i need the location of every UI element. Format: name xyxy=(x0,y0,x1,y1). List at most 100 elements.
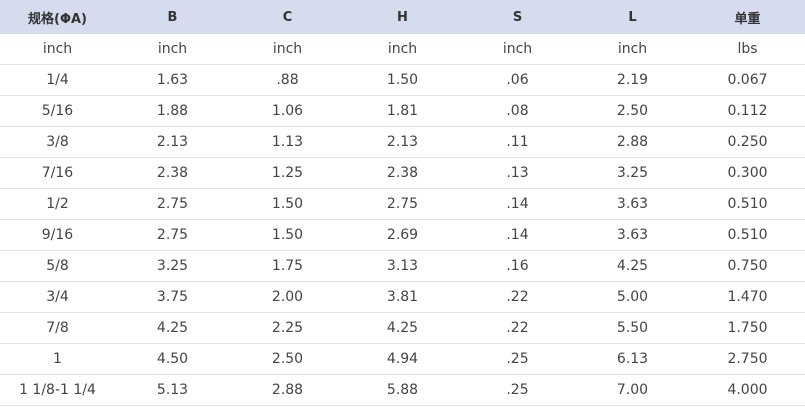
table-cell: 2.750 xyxy=(690,343,805,375)
table-cell: 5.50 xyxy=(575,312,690,344)
header-row: 规格(ΦA) B C H S L 单重 xyxy=(0,0,805,34)
table-cell: 0.250 xyxy=(690,126,805,158)
table-row: 5/16 1.88 1.06 1.81.08 2.50 0.112 xyxy=(0,95,805,127)
unit-cell: lbs xyxy=(737,41,758,57)
table-cell: 3.63 xyxy=(575,219,690,251)
table-cell: .14 xyxy=(460,188,575,220)
table-cell: 3.25 xyxy=(115,250,230,282)
header-l: L xyxy=(575,0,690,34)
table-row: 7/16 2.38 1.25 2.38.13 3.25 0.300 xyxy=(0,157,805,189)
unit-cell: inch xyxy=(387,41,418,57)
table-cell: 1.75 xyxy=(230,250,345,282)
table-row: 3/8 2.13 1.13 2.13.11 2.88 0.250 xyxy=(0,126,805,158)
header-b: B xyxy=(115,0,230,34)
table-cell: 0.510 xyxy=(690,188,805,220)
table-cell: 1.25 xyxy=(230,157,345,189)
table-cell: 4.50 xyxy=(115,343,230,375)
table-row: 1/4 1.63.88 1.50.06 2.19 0.067 xyxy=(0,64,805,96)
table-cell: 1 xyxy=(0,343,115,375)
table-cell: 3.75 xyxy=(115,281,230,313)
table-cell: 2.25 xyxy=(230,312,345,344)
table-cell: 6.13 xyxy=(575,343,690,375)
unit-cell: inch xyxy=(157,41,188,57)
table-cell: 5.00 xyxy=(575,281,690,313)
unit-cell: inch xyxy=(617,41,648,57)
table-cell: 2.13 xyxy=(115,126,230,158)
table-cell: .88 xyxy=(230,64,345,96)
table-cell: 7.00 xyxy=(575,374,690,406)
table-cell: .06 xyxy=(460,64,575,96)
table-cell: 1.50 xyxy=(230,188,345,220)
table-cell: 4.94 xyxy=(345,343,460,375)
table-cell: 2.50 xyxy=(230,343,345,375)
table-cell: .08 xyxy=(460,95,575,127)
table-cell: 9/16 xyxy=(0,219,115,251)
table-cell: 2.75 xyxy=(115,219,230,251)
units-row: inch inch inch inch inch inch lbs xyxy=(0,34,805,65)
table-cell: 3/8 xyxy=(0,126,115,158)
table-cell: 4.25 xyxy=(575,250,690,282)
table-cell: 4.000 xyxy=(690,374,805,406)
table-cell: 1/4 xyxy=(0,64,115,96)
header-s: S xyxy=(460,0,575,34)
table-row: 1 1/8-1 1/4 5.13 2.88 5.88.25 7.00 4.000 xyxy=(0,374,805,406)
table-cell: 1.470 xyxy=(690,281,805,313)
table-row: 1 4.50 2.50 4.94.25 6.13 2.750 xyxy=(0,343,805,375)
table-cell: .16 xyxy=(460,250,575,282)
header-weight: 单重 xyxy=(690,0,805,34)
table-cell: 2.38 xyxy=(115,157,230,189)
table-cell: .13 xyxy=(460,157,575,189)
table-cell: 2.69 xyxy=(345,219,460,251)
table-cell: 1.06 xyxy=(230,95,345,127)
table-cell: 2.13 xyxy=(345,126,460,158)
table-cell: 7/8 xyxy=(0,312,115,344)
table-cell: 2.88 xyxy=(230,374,345,406)
table-cell: 1.81 xyxy=(345,95,460,127)
table-cell: 0.067 xyxy=(690,64,805,96)
table-cell: 5.13 xyxy=(115,374,230,406)
table-cell: 0.510 xyxy=(690,219,805,251)
table-cell: 2.19 xyxy=(575,64,690,96)
table-cell: 1/2 xyxy=(0,188,115,220)
table-cell: 2.00 xyxy=(230,281,345,313)
table-row: 1/2 2.75 1.50 2.75.14 3.63 0.510 xyxy=(0,188,805,220)
table-cell: 3.25 xyxy=(575,157,690,189)
header-h: H xyxy=(345,0,460,34)
table-cell: 3.81 xyxy=(345,281,460,313)
table-cell: .25 xyxy=(460,374,575,406)
table-cell: 4.25 xyxy=(115,312,230,344)
header-size: 规格(ΦA) xyxy=(0,0,115,34)
table-cell: .22 xyxy=(460,281,575,313)
table-cell: 3.63 xyxy=(575,188,690,220)
table-cell: 1.750 xyxy=(690,312,805,344)
unit-cell: inch xyxy=(272,41,303,57)
table-cell: 1.63 xyxy=(115,64,230,96)
table-cell: 0.750 xyxy=(690,250,805,282)
table-cell: 5/8 xyxy=(0,250,115,282)
table-cell: .11 xyxy=(460,126,575,158)
unit-cell: inch xyxy=(42,41,73,57)
table-row: 7/8 4.25 2.25 4.25.22 5.50 1.750 xyxy=(0,312,805,344)
table-cell: 3/4 xyxy=(0,281,115,313)
table-cell: .22 xyxy=(460,312,575,344)
table-cell: 1.50 xyxy=(230,219,345,251)
table-cell: 4.25 xyxy=(345,312,460,344)
table-cell: 7/16 xyxy=(0,157,115,189)
table-cell: 2.75 xyxy=(345,188,460,220)
table-cell: 1.13 xyxy=(230,126,345,158)
table-cell: 5.88 xyxy=(345,374,460,406)
header-c: C xyxy=(230,0,345,34)
unit-cell: inch xyxy=(502,41,533,57)
table-cell: .25 xyxy=(460,343,575,375)
table-cell: 1.88 xyxy=(115,95,230,127)
table-cell: 0.112 xyxy=(690,95,805,127)
table-cell: 2.88 xyxy=(575,126,690,158)
table-cell: .14 xyxy=(460,219,575,251)
table-cell: 0.300 xyxy=(690,157,805,189)
table-cell: 2.75 xyxy=(115,188,230,220)
table-cell: 1 1/8-1 1/4 xyxy=(0,374,115,406)
table-cell: 3.13 xyxy=(345,250,460,282)
table-cell: 1.50 xyxy=(345,64,460,96)
table-cell: 2.50 xyxy=(575,95,690,127)
